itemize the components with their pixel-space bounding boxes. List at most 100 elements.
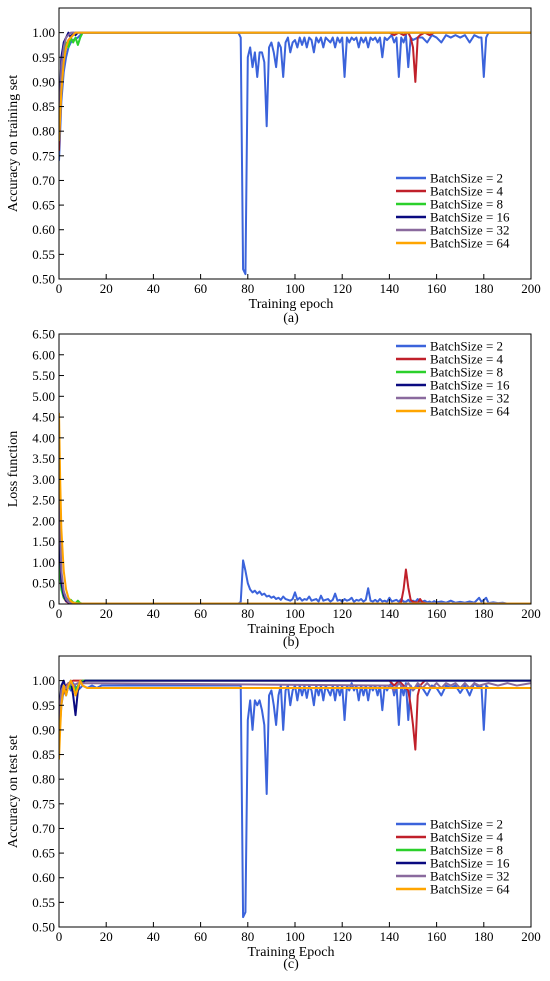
legend-entry-5: BatchSize = 32 (430, 223, 510, 238)
figure-caption: (b) (283, 635, 300, 650)
x-tick-label: 200 (521, 606, 541, 621)
x-tick-label: 120 (332, 281, 352, 296)
legend-entry-5: BatchSize = 32 (430, 869, 510, 884)
x-tick-label: 180 (474, 281, 494, 296)
x-tick-label: 20 (100, 929, 113, 944)
series-line-2 (59, 31, 531, 151)
x-tick-label: 200 (521, 929, 541, 944)
legend-entry-3: BatchSize = 8 (430, 365, 503, 380)
x-tick-label: 60 (194, 929, 207, 944)
y-tick-label: 5.50 (32, 368, 55, 383)
x-tick-label: 80 (241, 929, 254, 944)
chart-panel-2: 0 20 40 60 80 100 120 140 160 180 20000.501.001.50… (6, 327, 541, 651)
y-tick-label: 0.80 (32, 124, 55, 139)
x-tick-label: 100 (285, 606, 305, 621)
y-tick-label: 2.00 (32, 513, 55, 528)
legend-entry-6: BatchSize = 64 (430, 404, 510, 419)
legend-entry-2: BatchSize = 4 (430, 184, 504, 199)
series-line-6 (59, 31, 531, 142)
y-tick-label: 0.65 (32, 198, 55, 213)
legend-entry-1: BatchSize = 2 (430, 817, 503, 832)
y-tick-label: 6.50 (32, 327, 55, 342)
y-tick-label: 4.00 (32, 430, 55, 445)
x-tick-label: 80 (241, 606, 254, 621)
y-tick-label: 0.90 (32, 722, 55, 737)
series-lines (59, 679, 531, 919)
y-tick-label: 0.75 (32, 148, 55, 163)
series-line-3 (59, 562, 531, 604)
series-line-6 (59, 412, 531, 604)
series-line-1 (59, 541, 531, 604)
x-tick-label: 200 (521, 281, 541, 296)
series-line-5 (59, 31, 531, 137)
x-tick-label: 100 (285, 281, 305, 296)
y-tick-label: 0.50 (32, 272, 55, 287)
y-tick-label: 3.50 (32, 451, 55, 466)
legend-entry-3: BatchSize = 8 (430, 197, 503, 212)
y-tick-label: 1.50 (32, 534, 55, 549)
x-tick-label: 20 (100, 606, 113, 621)
x-tick-label: 40 (147, 606, 160, 621)
x-tick-label: 80 (241, 281, 254, 296)
x-tick-label: 100 (285, 929, 305, 944)
y-tick-label: 3.00 (32, 472, 55, 487)
legend-entry-4: BatchSize = 16 (430, 856, 510, 871)
y-tick-label: 0.95 (32, 50, 55, 65)
x-tick-label: 0 (56, 281, 63, 296)
legend-entry-6: BatchSize = 64 (430, 882, 510, 897)
x-tick-label: 20 (100, 281, 113, 296)
series-line-6 (59, 679, 531, 760)
legend-entry-5: BatchSize = 32 (430, 391, 510, 406)
x-tick-label: 120 (332, 606, 352, 621)
x-tick-label: 160 (427, 281, 447, 296)
y-tick-label: 1.00 (32, 25, 55, 40)
x-axis-label: Training Epoch (248, 622, 335, 637)
x-tick-label: 140 (380, 606, 400, 621)
figure-caption: (a) (283, 311, 299, 326)
y-axis-label: Accuracy on training set (6, 75, 21, 212)
y-tick-label: 5.00 (32, 389, 55, 404)
series-line-4 (59, 31, 531, 132)
legend-entry-1: BatchSize = 2 (430, 171, 503, 186)
x-tick-label: 140 (380, 929, 400, 944)
series-line-3 (59, 31, 531, 142)
legend-entry-6: BatchSize = 64 (430, 236, 510, 251)
x-tick-label: 40 (147, 929, 160, 944)
x-tick-label: 180 (474, 929, 494, 944)
x-axis-label: Training epoch (249, 297, 334, 312)
y-axis-label: Accuracy on test set (6, 735, 21, 848)
y-tick-label: 0.85 (32, 99, 55, 114)
y-tick-label: 0.70 (32, 173, 55, 188)
y-tick-label: 0.50 (32, 576, 55, 591)
x-tick-label: 160 (427, 929, 447, 944)
y-tick-label: 0.85 (32, 747, 55, 762)
y-tick-label: 0.60 (32, 222, 55, 237)
x-tick-label: 140 (380, 281, 400, 296)
series-line-5 (59, 479, 531, 604)
x-axis-label: Training Epoch (248, 945, 335, 960)
y-tick-label: 0.60 (32, 870, 55, 885)
y-tick-label: 1.00 (32, 555, 55, 570)
y-tick-label: 2.50 (32, 493, 55, 508)
legend-entry-1: BatchSize = 2 (430, 339, 503, 354)
y-tick-label: 0.70 (32, 821, 55, 836)
y-axis-label: Loss function (6, 431, 21, 508)
y-tick-label: 6.00 (32, 347, 55, 362)
legend-entry-2: BatchSize = 4 (430, 830, 504, 845)
y-tick-label: 0.95 (32, 698, 55, 713)
series-line-1 (59, 31, 531, 276)
series-lines (59, 412, 531, 604)
y-tick-label: 0.90 (32, 74, 55, 89)
y-tick-label: 0.55 (32, 895, 55, 910)
x-tick-label: 0 (56, 606, 63, 621)
legend-entry-2: BatchSize = 4 (430, 352, 504, 367)
x-tick-label: 180 (474, 606, 494, 621)
legend-entry-4: BatchSize = 16 (430, 378, 510, 393)
y-tick-label: 4.50 (32, 410, 55, 425)
figure-caption: (c) (283, 957, 299, 972)
chart-panel-3: 0 20 40 60 80 100 120 140 160 180 200 0.50 0.55 0.60 0… (6, 655, 541, 972)
